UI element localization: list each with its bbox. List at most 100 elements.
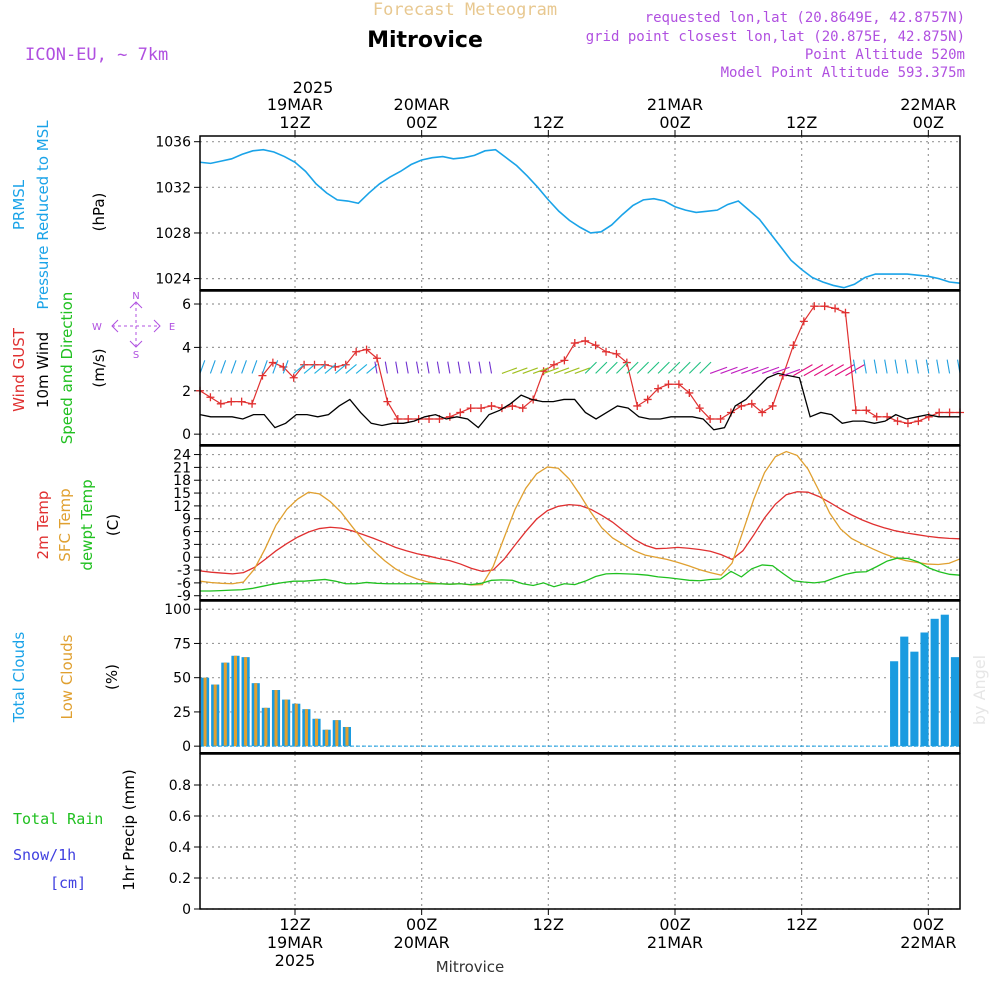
- low-cloud-bar: [315, 718, 319, 747]
- gust-point: [518, 404, 527, 413]
- wind-dir-arrow: [741, 366, 759, 374]
- bottom-axis-date: 22MAR: [900, 933, 956, 952]
- wind-dir-arrow: [782, 368, 801, 377]
- gust-point: [685, 388, 694, 397]
- location-title: Mitrovice: [367, 28, 483, 53]
- total-cloud-bar: [940, 614, 949, 747]
- total-cloud-bar: [920, 632, 929, 747]
- wind10-label: 10m Wind: [34, 332, 52, 408]
- wind-dir-arrow: [209, 360, 216, 374]
- y-tick-label: -3: [177, 563, 191, 579]
- top-axis-hour: 00Z: [913, 113, 944, 132]
- snow-unit: [cm]: [50, 874, 86, 892]
- gust-point: [903, 419, 912, 428]
- gust-point: [706, 414, 715, 423]
- wind-dir-arrow: [522, 367, 538, 374]
- wind-dir-arrow: [813, 364, 834, 377]
- wind-dir-arrow: [457, 361, 461, 374]
- gust-point: [216, 399, 225, 408]
- wind-dir-arrow: [936, 359, 940, 374]
- temp-line-0: [199, 491, 961, 575]
- gust-point: [654, 384, 663, 393]
- top-axis-year: 2025: [293, 78, 334, 97]
- y-tick-label: 2: [182, 384, 191, 400]
- wind-dir-arrow: [241, 360, 247, 374]
- wind-dir-arrow: [436, 361, 440, 374]
- temp2m-label: 2m Temp: [34, 491, 52, 560]
- wind-dir-arrow: [574, 367, 591, 374]
- snow-label: Snow/1h: [13, 846, 76, 864]
- gust-point: [549, 360, 558, 369]
- panel-precip: 0 0.2 0.4 0.6 0.8: [169, 754, 960, 918]
- top-axis-hour: 12Z: [533, 113, 564, 132]
- low-cloud-bar: [264, 707, 268, 747]
- gust-point: [508, 401, 517, 410]
- low-cloud-bar: [213, 684, 217, 747]
- gust-point: [497, 404, 506, 413]
- y-tick-label: 3: [182, 537, 191, 553]
- wind-dir-arrow: [532, 367, 549, 374]
- gust-point: [466, 404, 475, 413]
- point-altitude: Point Altitude 520m: [805, 47, 965, 63]
- wind-dir-arrow: [647, 361, 660, 374]
- total-cloud-bar: [890, 661, 899, 747]
- wind-dir-arrow: [251, 360, 258, 374]
- gust-point: [362, 345, 371, 354]
- pressure-line: [199, 148, 961, 289]
- bottom-axis-date: 21MAR: [647, 933, 703, 952]
- wind-dir-arrow: [688, 361, 702, 374]
- forecast-label: Forecast Meteogram: [373, 0, 557, 20]
- wind-dir-arrow: [657, 361, 670, 374]
- low-cloud-bar: [223, 662, 227, 747]
- panel-frame: [199, 135, 961, 291]
- y-tick-label: 100: [164, 602, 191, 618]
- compass-icon: N S W E: [92, 291, 175, 361]
- low-cloud-bar: [304, 709, 308, 747]
- gust-point: [893, 417, 902, 426]
- wind-dir-arrow: [762, 366, 780, 374]
- y-tick-label: 0: [182, 427, 191, 443]
- gridpoint-coords: grid point closest lon,lat (20.875E, 42.…: [586, 29, 965, 45]
- panel-pressure: 1024 1028 1032 1036: [155, 135, 961, 290]
- wind-dir-arrow: [699, 361, 712, 374]
- bottom-axis-hour: 00Z: [659, 915, 690, 934]
- y-tick-label: 6: [182, 525, 191, 541]
- y-tick-label: 9: [182, 512, 191, 528]
- wind-dir-arrow: [915, 359, 919, 374]
- model-name: ICON-EU, ~ 7km: [25, 45, 168, 65]
- top-axis-hour: 00Z: [406, 113, 437, 132]
- panel-clouds: 0 25 50 75 100: [164, 601, 960, 755]
- gust-point: [591, 341, 600, 350]
- low-cloud-bar: [294, 703, 298, 747]
- y-tick-label: 0: [182, 739, 191, 755]
- gust-point: [799, 317, 808, 326]
- low-cloud-bar: [244, 657, 248, 747]
- gust-point: [487, 401, 496, 410]
- compass-n: N: [132, 291, 139, 302]
- temp-line-1: [199, 450, 961, 586]
- wind-dir-arrow: [803, 364, 824, 377]
- plots: 10241028103210360246-9-6-303691215182124…: [155, 135, 964, 918]
- low-clouds-label: Low Clouds: [58, 634, 76, 719]
- gust-point: [268, 358, 277, 367]
- top-axis-hour: 00Z: [659, 113, 690, 132]
- wind-dir-arrow: [282, 360, 289, 374]
- wind-speed-line: [199, 372, 960, 431]
- total-clouds-label: Total Clouds: [10, 632, 28, 724]
- y-tick-label: 1028: [155, 226, 191, 242]
- wind-dir-arrow: [447, 361, 451, 374]
- gust-point: [935, 408, 944, 417]
- top-axis-date: 21MAR: [647, 95, 703, 114]
- low-cloud-bar: [335, 720, 339, 747]
- top-axis-hour: 12Z: [279, 113, 310, 132]
- wind-dir-arrow: [772, 366, 790, 374]
- top-axis-date: 20MAR: [394, 95, 450, 114]
- clouds-unit: (%): [103, 664, 121, 690]
- gust-point: [643, 395, 652, 404]
- wind-dir-arrow: [512, 367, 528, 374]
- wind-dir-arrow: [904, 359, 909, 374]
- gust-point: [872, 412, 881, 421]
- gust-point: [289, 373, 298, 382]
